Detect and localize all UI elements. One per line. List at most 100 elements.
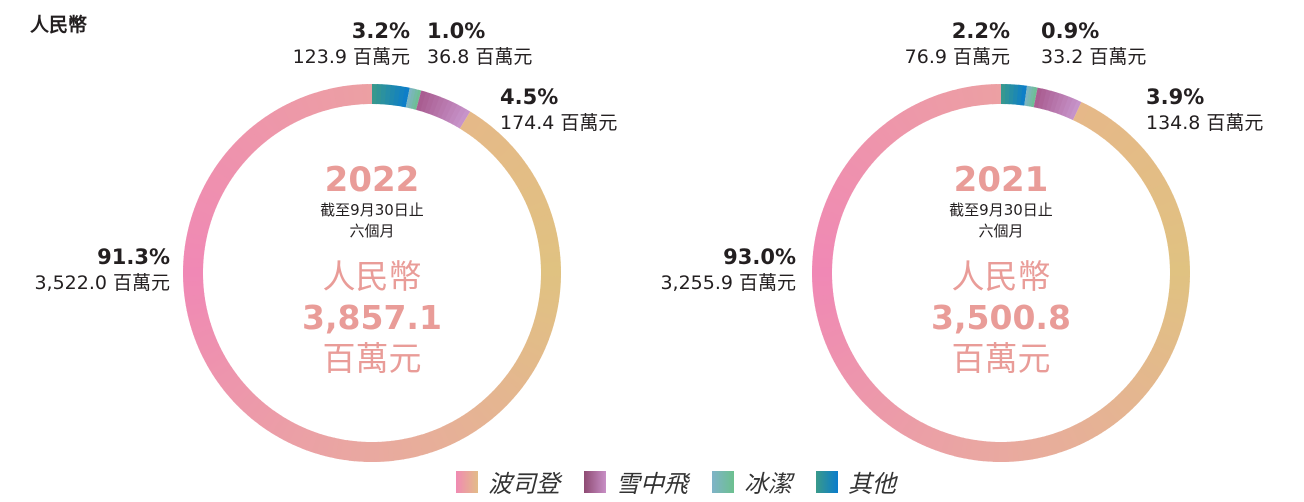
slice-segment (203, 181, 225, 196)
slice-segment (266, 413, 283, 434)
slice-segment (944, 434, 956, 456)
slice-segment (328, 87, 338, 109)
slice-segment (449, 420, 465, 441)
slice-segment (1166, 236, 1188, 246)
slice-segment (864, 138, 883, 157)
slice-segment (526, 195, 547, 209)
slice-segment (1164, 227, 1186, 238)
slice-segment (404, 437, 414, 459)
slice-segment (880, 402, 897, 422)
legend-swatch (584, 470, 606, 493)
slice-segment (520, 348, 542, 363)
slice-segment (377, 441, 385, 462)
slice-segment (1131, 153, 1151, 170)
slice-segment (1135, 370, 1156, 388)
slice-segment (502, 153, 523, 171)
slice-segment (538, 293, 560, 303)
period-line-2: 六個月 (978, 222, 1024, 240)
slice-segment (485, 394, 504, 413)
currency-label: 人民幣 (951, 257, 1051, 296)
slice-segment (362, 84, 369, 105)
currency-label: 人民幣 (322, 257, 422, 296)
slice-segment (243, 396, 261, 416)
slice-segment (282, 103, 297, 125)
slice-segment (304, 94, 317, 116)
slice-segment (441, 424, 456, 446)
slice-segment (973, 440, 982, 461)
slice-segment (201, 185, 223, 200)
slice-segment (857, 145, 877, 163)
slice-segment (299, 96, 313, 117)
slice-segment (412, 435, 424, 457)
slice-segment (949, 435, 960, 457)
slice-segment (421, 433, 433, 454)
slice-segment (1140, 363, 1161, 380)
slice-segment (491, 138, 510, 157)
slice-segment (1165, 306, 1187, 317)
slice-segment (1103, 122, 1120, 142)
slice-segment (1153, 340, 1175, 354)
slice-segment (184, 246, 205, 255)
label-bosideng-2022: 91.3% 3,522.0 百萬元 (10, 244, 170, 296)
slice-segment (518, 352, 539, 367)
slice-segment (475, 403, 493, 423)
center-summary-2021: 2021 截至9月30日止 六個月 人民幣 3,500.8 百萬元 (881, 160, 1121, 380)
slice-segment (399, 438, 409, 460)
slice-segment (858, 384, 878, 402)
slice-segment (188, 222, 210, 233)
slice-segment (845, 160, 866, 177)
label-xuezhongfei-2022: 4.5% 174.4 百萬元 (500, 84, 617, 136)
slice-segment (506, 370, 526, 388)
slice-segment (219, 156, 239, 174)
slice-segment (825, 335, 847, 349)
slice-segment (199, 189, 221, 204)
value-label: 134.8 百萬元 (1146, 112, 1264, 134)
slice-segment (187, 226, 209, 237)
slice-segment (222, 152, 242, 170)
slice-segment (824, 199, 846, 212)
slice-segment (320, 435, 331, 457)
slice-segment (1020, 85, 1028, 106)
slice-segment (452, 106, 467, 127)
slice-segment (917, 424, 931, 445)
legend-label: 冰潔 (744, 470, 792, 498)
slice-segment (277, 106, 293, 127)
slice-segment (413, 89, 422, 110)
slice-segment (887, 408, 905, 428)
slice-segment (315, 434, 327, 455)
slice-segment (287, 424, 302, 445)
slice-segment (1161, 319, 1183, 331)
slice-segment (1086, 415, 1102, 436)
percent-label: 93.0% (723, 245, 796, 269)
slice-segment (190, 318, 211, 331)
slice-segment (202, 347, 223, 362)
slice-segment (952, 88, 963, 110)
slice-segment (225, 149, 245, 167)
slice-segment (464, 411, 481, 431)
slice-segment (904, 418, 919, 439)
slice-segment (481, 128, 499, 148)
slice-segment (841, 363, 861, 379)
legend-item-others: 其他 (816, 464, 896, 499)
slice-segment (211, 168, 232, 185)
slice-segment (217, 370, 238, 387)
slice-segment (1137, 160, 1157, 178)
slice-segment (196, 335, 218, 349)
slice-segment (279, 420, 294, 441)
slice-segment (1065, 98, 1079, 119)
slice-segment (921, 426, 935, 447)
year-label: 2022 (324, 160, 420, 200)
slice-segment (961, 86, 972, 108)
slice-segment (1161, 213, 1183, 225)
slice-segment (357, 84, 365, 105)
slice-segment (540, 261, 561, 269)
slice-segment (420, 91, 432, 113)
slice-segment (193, 327, 214, 340)
slice-segment (529, 204, 551, 217)
percent-label: 0.9% (1041, 19, 1100, 43)
slice-segment (530, 208, 552, 221)
slice-segment (942, 91, 955, 113)
slice-segment (1168, 293, 1189, 302)
slice-segment (533, 218, 555, 230)
slice-segment (536, 227, 557, 238)
